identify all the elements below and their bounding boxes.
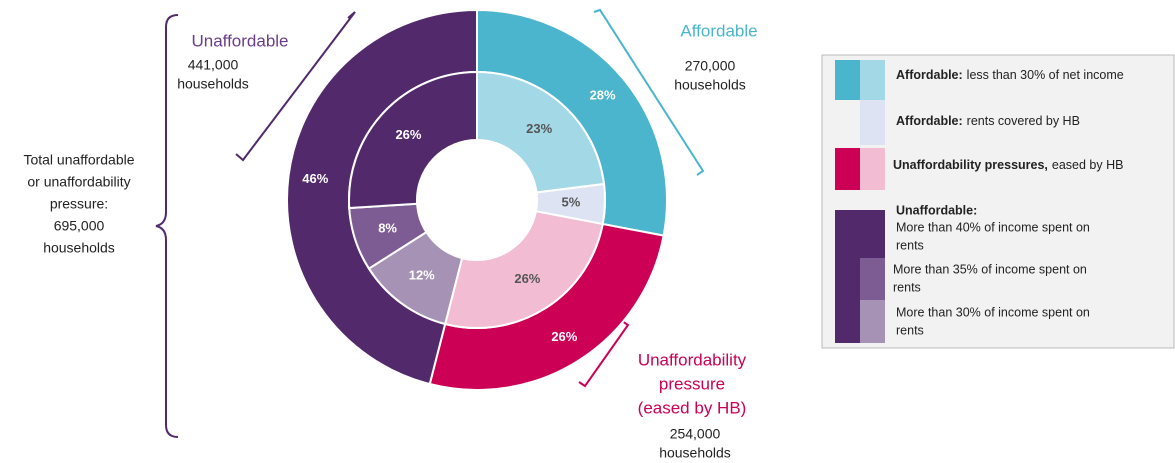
annotation-text: pressure: [50,196,108,212]
total-bracket [155,14,179,438]
data-label: 8% [378,220,397,235]
legend-text: rents [896,323,924,337]
legend-swatch [835,60,860,100]
legend-swatch [860,300,885,343]
legend-swatch [835,148,860,190]
annotation-text: households [177,76,249,92]
annotation-text: or unaffordability [27,174,130,190]
annotation-title: Affordable [680,21,757,40]
annotation-title: (eased by HB) [638,398,747,417]
legend-bold: Unaffordable: [896,203,977,217]
legend-bold: Affordable: [896,114,963,128]
legend-swatch [860,210,885,258]
slice [348,70,478,210]
annotation-text: 254,000 [670,426,721,442]
legend-text: rents [896,238,924,252]
legend-swatch [860,100,885,145]
legend-text: More than 30% of income spent on [896,305,1090,319]
annotation-title: Unaffordable [191,31,288,50]
data-label: 5% [562,194,581,209]
legend-text: More than 35% of income spent on [893,262,1087,276]
annotation-text: households [674,77,746,93]
legend-text: rents [893,280,921,294]
annotation-text: Total unaffordable [23,152,134,168]
data-label: 12% [409,267,435,282]
slice [476,70,606,194]
legend-entry: Unaffordability pressures, eased by HB [893,158,1123,172]
data-label: 23% [526,121,552,136]
legend-swatch [860,148,885,190]
data-label: 28% [590,88,616,103]
brackets [155,8,705,438]
annotation-text: households [43,240,115,256]
annotation-text: households [659,445,731,461]
slice [443,210,604,329]
annotation-text: 270,000 [685,58,736,74]
legend-bold: Affordable: [896,68,963,82]
annotation-text: 695,000 [54,218,105,234]
data-label: 26% [551,329,577,344]
legend-text: eased by HB [1052,158,1124,172]
legend-swatch [860,258,885,300]
annotation-title: pressure [659,374,725,393]
affordable-bracket [593,8,705,176]
unaffordable-bracket [235,11,356,162]
legend-swatch [835,210,860,343]
pressure-bracket [578,320,630,388]
data-label: 46% [302,171,328,186]
data-label: 26% [514,271,540,286]
legend-swatch [860,60,885,100]
legend-entry: Affordable: rents covered by HB [896,114,1080,128]
annotation-title: Unaffordability [638,350,747,369]
legend-text: less than 30% of net income [967,68,1124,82]
annotation-text: 441,000 [188,57,239,73]
data-label: 26% [395,127,421,142]
legend-text: More than 40% of income spent on [896,220,1090,234]
legend-bold: Unaffordability pressures, [893,158,1048,172]
legend-entry: Affordable: less than 30% of net income [896,68,1124,82]
legend-text: rents covered by HB [967,114,1080,128]
